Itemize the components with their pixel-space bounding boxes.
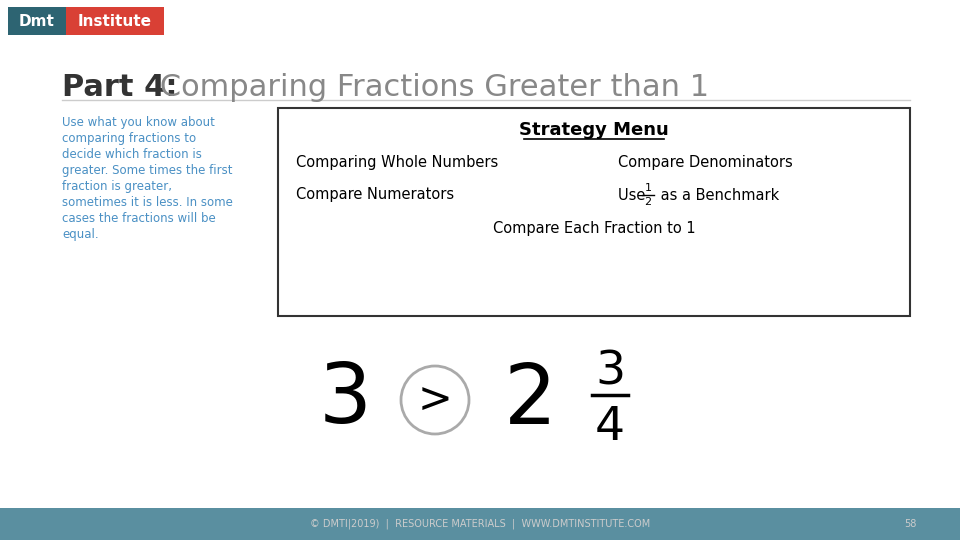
Text: 3: 3 [595,349,625,395]
Text: Use: Use [618,187,650,202]
Text: >: > [418,379,452,421]
Text: sometimes it is less. In some: sometimes it is less. In some [62,196,233,209]
Text: 4: 4 [595,406,625,450]
Text: as a Benchmark: as a Benchmark [656,187,780,202]
FancyBboxPatch shape [278,108,910,316]
Text: Comparing Fractions Greater than 1: Comparing Fractions Greater than 1 [150,72,709,102]
Text: greater. Some times the first: greater. Some times the first [62,164,232,177]
Text: Compare Numerators: Compare Numerators [296,187,454,202]
Text: comparing fractions to: comparing fractions to [62,132,196,145]
Text: Institute: Institute [78,14,152,29]
Text: fraction is greater,: fraction is greater, [62,180,172,193]
Text: Compare Denominators: Compare Denominators [618,156,793,171]
FancyBboxPatch shape [66,7,164,35]
Text: Compare Each Fraction to 1: Compare Each Fraction to 1 [492,220,695,235]
Circle shape [401,366,469,434]
Text: 1: 1 [644,183,652,193]
Text: cases the fractions will be: cases the fractions will be [62,212,216,225]
Text: 58: 58 [903,519,916,529]
Text: Comparing Whole Numbers: Comparing Whole Numbers [296,156,498,171]
FancyBboxPatch shape [0,508,960,540]
Text: © DMTI|2019)  |  RESOURCE MATERIALS  |  WWW.DMTINSTITUTE.COM: © DMTI|2019) | RESOURCE MATERIALS | WWW.… [310,519,650,529]
Text: 3: 3 [319,360,372,441]
Text: decide which fraction is: decide which fraction is [62,148,202,161]
FancyBboxPatch shape [8,7,66,35]
Text: Strategy Menu: Strategy Menu [519,121,669,139]
Text: 2: 2 [644,197,652,207]
Text: Use what you know about: Use what you know about [62,116,215,129]
Text: 2: 2 [503,360,557,441]
Text: Dmt: Dmt [19,14,55,29]
Text: equal.: equal. [62,228,99,241]
Text: Part 4:: Part 4: [62,72,178,102]
